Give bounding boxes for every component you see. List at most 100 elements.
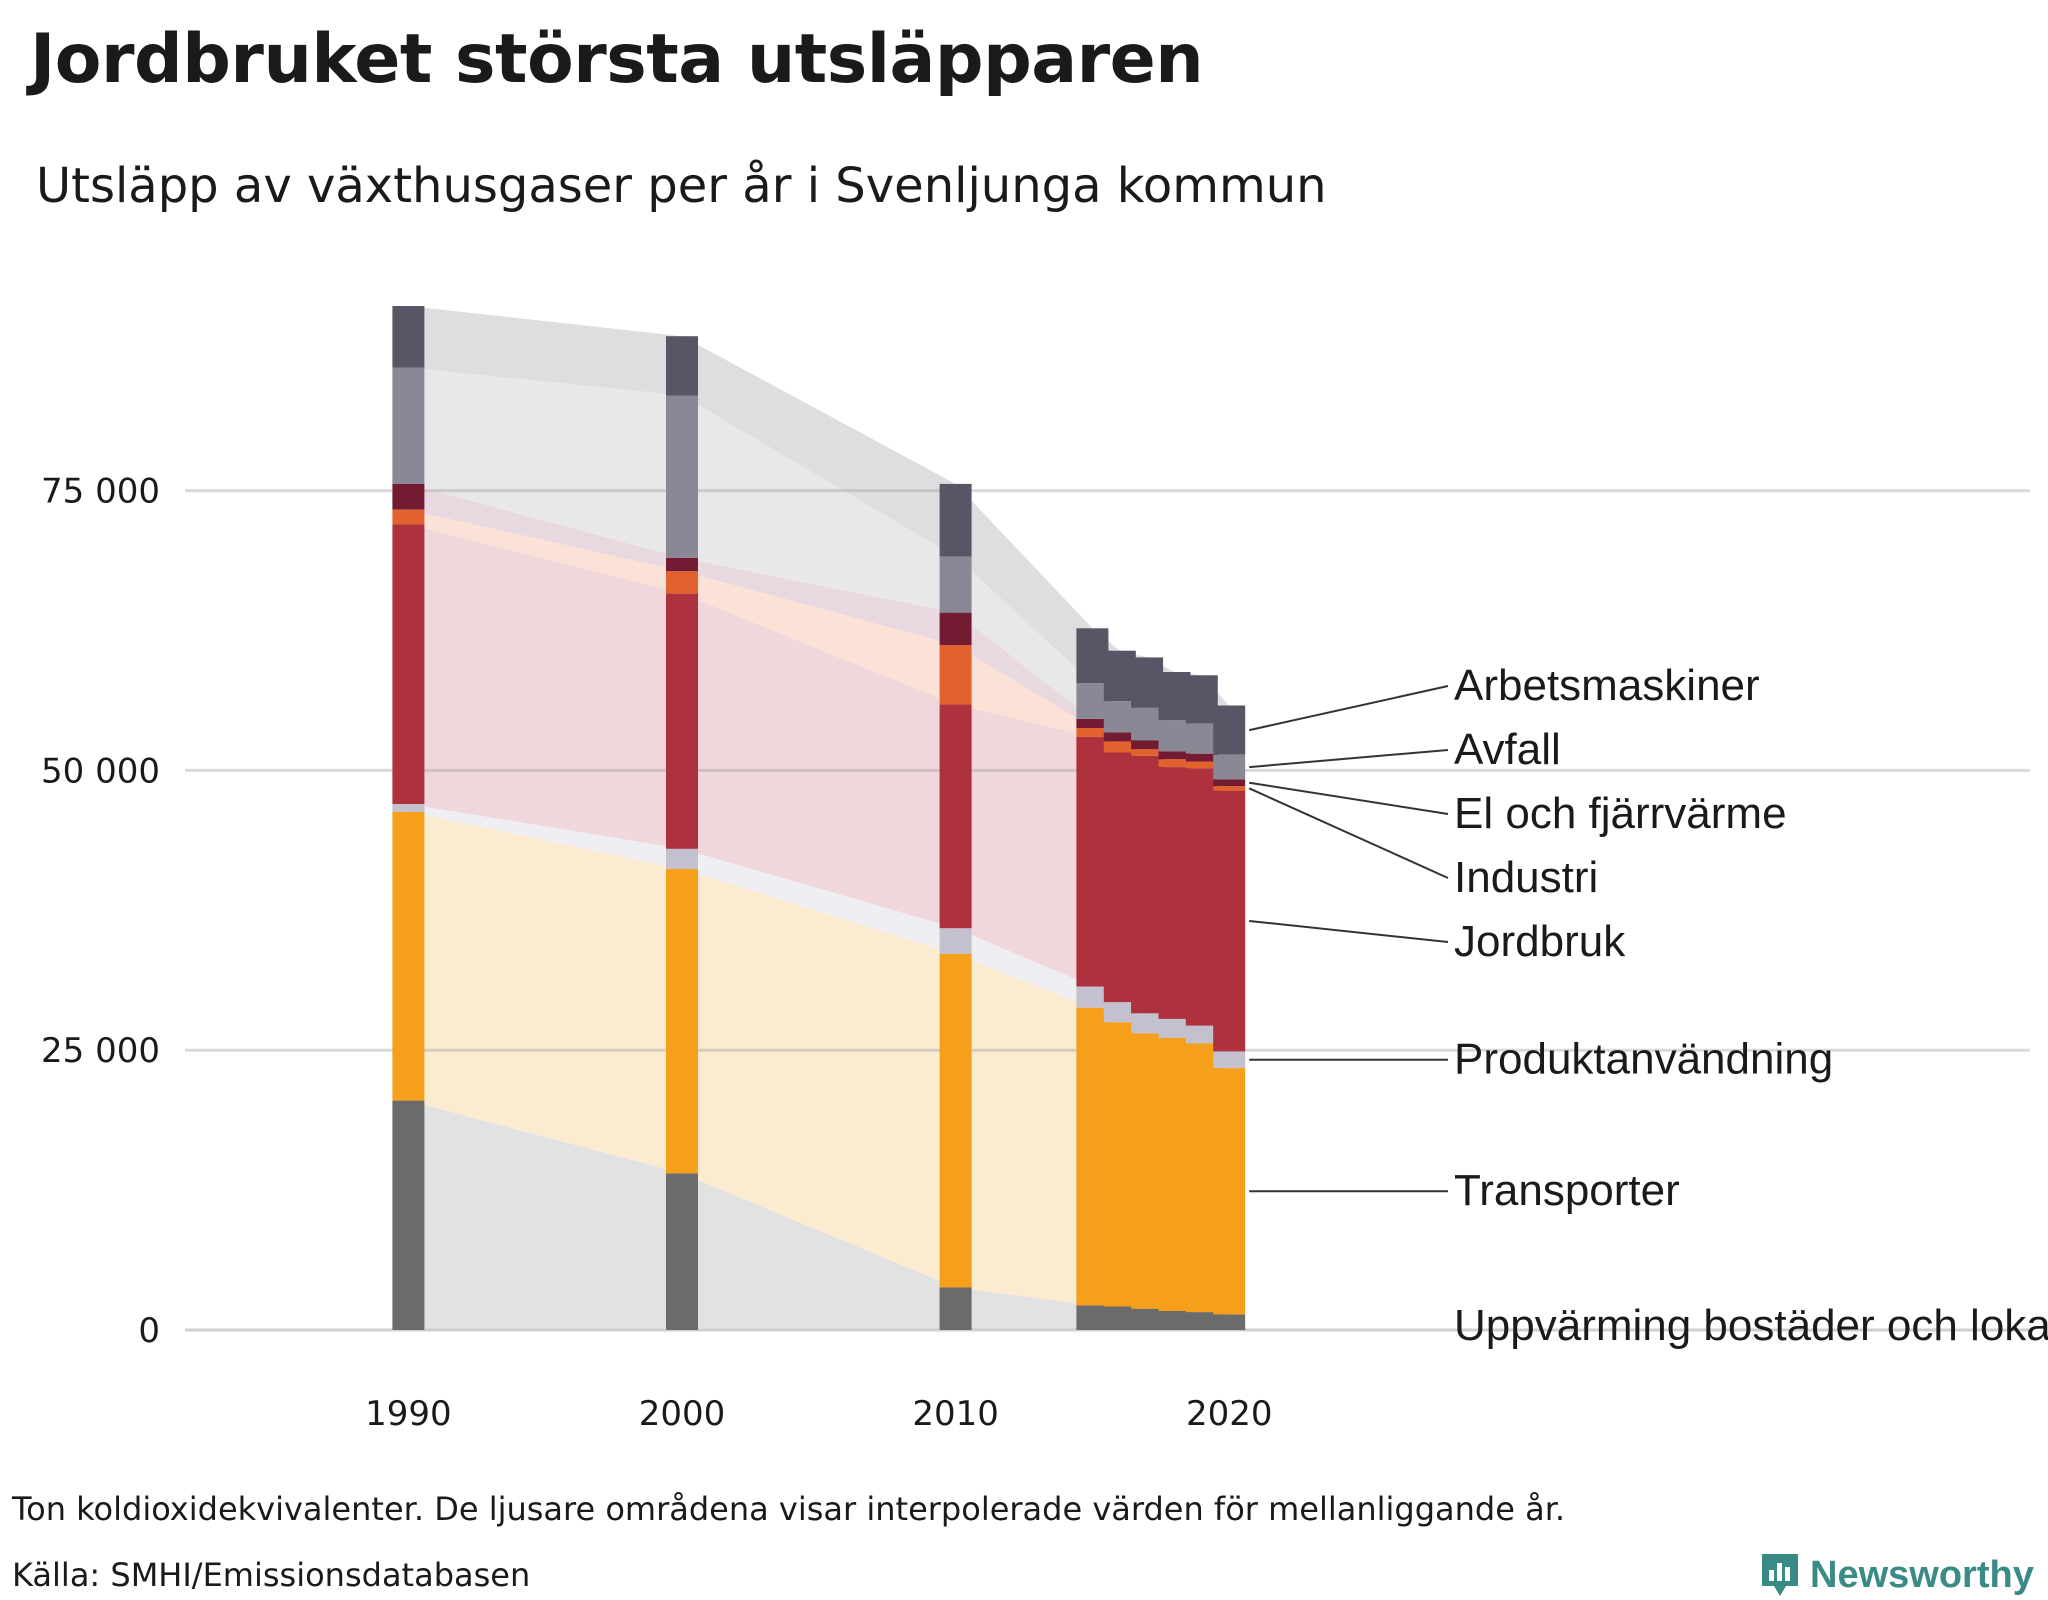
bar-2018-uppvarming-bostader-och-lokaler: [1158, 1311, 1191, 1330]
bar-2016-produktanvandning: [1103, 1002, 1136, 1023]
bar-1990-jordbruk: [392, 524, 425, 804]
bar-2017-jordbruk: [1131, 755, 1164, 1014]
series-label-uppvarming-bostader-och-lokaler: Uppvärming bostäder och lokaler: [1454, 1301, 2048, 1350]
series-label-transporter: Transporter: [1454, 1166, 1680, 1215]
bar-2020-arbetsmaskiner: [1213, 705, 1246, 755]
chart-source: Källa: SMHI/Emissionsdatabasen: [12, 1556, 531, 1594]
bar-2000-transporter: [666, 868, 698, 1174]
leader-line: [1248, 685, 1449, 732]
bar-2017-produktanvandning: [1131, 1013, 1164, 1034]
bar-2019-avfall: [1185, 723, 1218, 754]
bar-1990-el-och-fjarrvarme: [392, 483, 425, 510]
bar-2018-jordbruk: [1158, 767, 1191, 1019]
series-label-arbetsmaskiner: Arbetsmaskiner: [1454, 661, 1760, 710]
bar-2017-transporter: [1131, 1033, 1164, 1309]
series-label-jordbruk: Jordbruk: [1454, 917, 1626, 966]
bar-2020-uppvarming-bostader-och-lokaler: [1213, 1314, 1246, 1330]
bar-2019-industri: [1185, 761, 1218, 769]
leader-line: [1249, 919, 1449, 943]
leader-line: [1249, 749, 1449, 769]
bar-2019-uppvarming-bostader-och-lokaler: [1185, 1312, 1218, 1330]
bar-2015-transporter: [1076, 1007, 1109, 1306]
series-label-produktanvandning: Produktanvändning: [1454, 1035, 1833, 1084]
chart-note: Ton koldioxidekvivalenter. De ljusare om…: [12, 1490, 1566, 1528]
bar-2000-avfall: [666, 395, 698, 558]
x-axis: 1990 2000 2010 2020: [365, 1394, 1272, 1434]
bar-2000-jordbruk: [666, 593, 698, 849]
series-label-el-och-fjarrvarme: El och fjärrvärme: [1454, 789, 1787, 838]
bar-2017-arbetsmaskiner: [1131, 657, 1164, 708]
series-labels: Arbetsmaskiner Avfall El och fjärrvärme Ind…: [1248, 661, 2048, 1350]
area-arbetsmaskiner: [408, 306, 1230, 755]
bar-2010-el-och-fjarrvarme: [939, 612, 972, 646]
newsworthy-logo-icon: [1762, 1554, 1798, 1596]
bar-1990-industri: [392, 509, 425, 525]
bar-2000-industri: [666, 571, 698, 594]
leader-line: [1248, 787, 1449, 879]
bar-2010-avfall: [939, 556, 972, 613]
bar-2016-uppvarming-bostader-och-lokaler: [1103, 1306, 1136, 1330]
bar-2015-jordbruk: [1076, 736, 1109, 987]
bar-2010-produktanvandning: [939, 928, 972, 954]
bar-2015-el-och-fjarrvarme: [1076, 719, 1109, 728]
y-tick-label: 75 000: [41, 472, 160, 512]
x-tick-label: 2010: [912, 1394, 999, 1434]
area-avfall: [408, 367, 1230, 780]
bar-2010-transporter: [939, 954, 972, 1288]
leader-line: [1249, 781, 1449, 815]
bar-2019-arbetsmaskiner: [1185, 675, 1218, 724]
bar-1990-avfall: [392, 367, 425, 484]
bar-2017-industri: [1131, 749, 1164, 756]
bar-2019-transporter: [1185, 1043, 1218, 1313]
bar-1990-produktanvandning: [392, 804, 425, 812]
bar-2018-arbetsmaskiner: [1158, 672, 1191, 721]
chart-subtitle: Utsläpp av växthusgaser per år i Svenlju…: [36, 158, 1327, 214]
bar-2015-arbetsmaskiner: [1076, 628, 1109, 684]
interpolated-areas: [408, 306, 1230, 1330]
area-uppvarming-bostader-och-lokaler: [408, 1100, 1230, 1330]
bar-2000-uppvarming-bostader-och-lokaler: [666, 1173, 698, 1330]
y-tick-label: 0: [138, 1311, 160, 1351]
bar-2000-arbetsmaskiner: [666, 336, 698, 396]
chart-plot: 0 25 000 50 000 75 000 1990 2000 2010 2020 Arb…: [41, 306, 2048, 1434]
x-tick-label: 2000: [639, 1394, 726, 1434]
bar-2020-produktanvandning: [1213, 1051, 1246, 1069]
bar-2019-produktanvandning: [1185, 1025, 1218, 1044]
bar-2020-industri: [1213, 786, 1246, 791]
bar-2016-el-och-fjarrvarme: [1103, 732, 1136, 742]
y-tick-label: 25 000: [41, 1031, 160, 1071]
bar-2018-el-och-fjarrvarme: [1158, 751, 1191, 760]
bar-1990-transporter: [392, 811, 425, 1101]
bars: [392, 306, 1246, 1330]
newsworthy-logo: Newsworthy: [1758, 1550, 2034, 1600]
area-jordbruk: [408, 524, 1230, 1052]
newsworthy-logo-text: Newsworthy: [1810, 1553, 2034, 1596]
bar-2016-jordbruk: [1103, 752, 1136, 1003]
bar-2017-uppvarming-bostader-och-lokaler: [1131, 1308, 1164, 1330]
bar-2016-industri: [1103, 741, 1136, 753]
bar-2019-el-och-fjarrvarme: [1185, 753, 1218, 762]
bar-2010-industri: [939, 645, 972, 705]
area-transporter: [408, 811, 1230, 1315]
bar-2000-produktanvandning: [666, 848, 698, 869]
chart-title: Jordbruket största utsläpparen: [30, 20, 1204, 99]
bar-2020-avfall: [1213, 754, 1246, 780]
bar-2015-uppvarming-bostader-och-lokaler: [1076, 1305, 1109, 1330]
bar-2015-industri: [1076, 727, 1109, 737]
series-label-industri: Industri: [1454, 853, 1598, 902]
bar-2010-uppvarming-bostader-och-lokaler: [939, 1287, 972, 1330]
bar-2020-jordbruk: [1213, 790, 1246, 1052]
area-industri: [408, 509, 1230, 791]
bar-2017-avfall: [1131, 707, 1164, 741]
bar-2016-arbetsmaskiner: [1103, 650, 1136, 702]
bar-2015-avfall: [1076, 683, 1109, 719]
bar-2018-industri: [1158, 759, 1191, 767]
bar-1990-uppvarming-bostader-och-lokaler: [392, 1100, 425, 1330]
x-tick-label: 1990: [365, 1394, 452, 1434]
area-el-och-fjarrvarme: [408, 483, 1230, 787]
bar-2016-transporter: [1103, 1022, 1136, 1307]
bar-2020-el-och-fjarrvarme: [1213, 779, 1246, 787]
bar-2018-transporter: [1158, 1037, 1191, 1311]
bar-2010-jordbruk: [939, 704, 972, 929]
